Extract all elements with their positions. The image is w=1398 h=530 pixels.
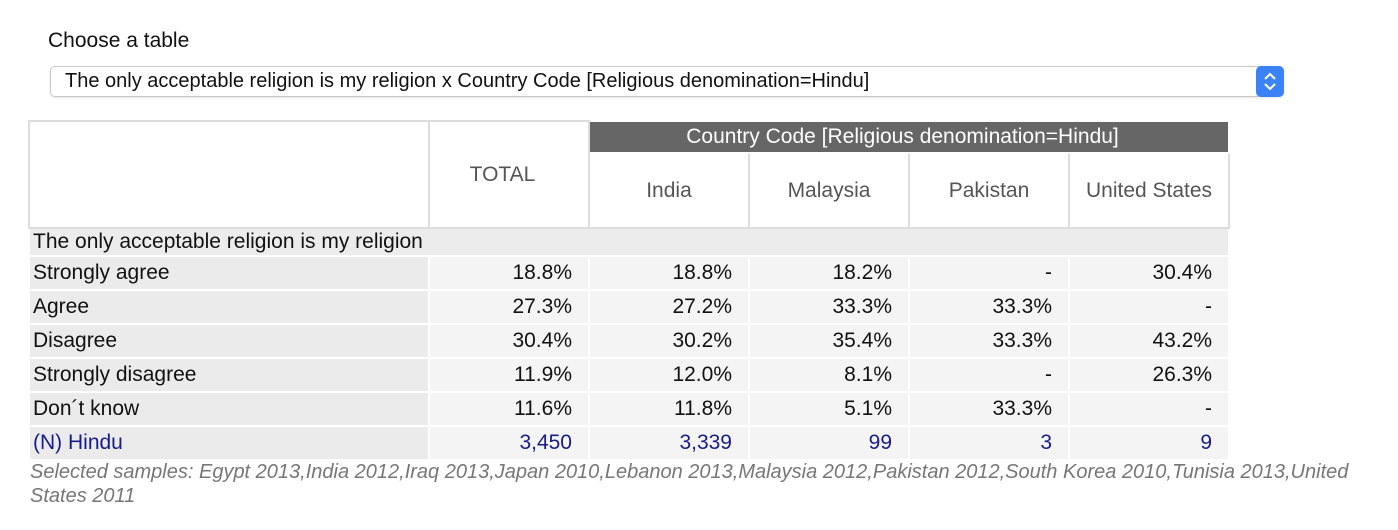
data-row: Disagree 30.4% 30.2% 35.4% 33.3% 43.2% bbox=[28, 323, 1231, 359]
cell: 11.9% bbox=[428, 357, 590, 393]
column-header: Pakistan bbox=[908, 152, 1070, 229]
cell: 11.6% bbox=[428, 391, 590, 427]
cell: 43.2% bbox=[1067, 323, 1231, 359]
n-label: (N) Hindu bbox=[28, 425, 430, 461]
selector-label: Choose a table bbox=[48, 29, 190, 52]
cell: 12.0% bbox=[588, 357, 750, 393]
cell: - bbox=[908, 357, 1070, 393]
cell: 35.4% bbox=[748, 323, 910, 359]
cell: 27.2% bbox=[588, 289, 750, 325]
cell: 8.1% bbox=[748, 357, 910, 393]
cell: 26.3% bbox=[1067, 357, 1231, 393]
data-row: Strongly agree 18.8% 18.8% 18.2% -30.4% bbox=[28, 255, 1231, 291]
total-header: TOTAL bbox=[428, 120, 590, 229]
row-label: Don´t know bbox=[28, 391, 430, 427]
n-cell: 9 bbox=[1067, 425, 1231, 461]
row-label: Strongly agree bbox=[28, 255, 430, 291]
column-header: United States bbox=[1067, 152, 1231, 229]
cell: 18.8% bbox=[428, 255, 590, 291]
row-label: Disagree bbox=[28, 323, 430, 359]
n-cell: 3,339 bbox=[588, 425, 750, 461]
cell: - bbox=[1067, 289, 1231, 325]
table-selector[interactable]: The only acceptable religion is my relig… bbox=[50, 66, 1284, 97]
cell: 33.3% bbox=[908, 391, 1070, 427]
data-row: Don´t know 11.6% 11.8% 5.1% 33.3% - bbox=[28, 391, 1231, 427]
n-cell: 99 bbox=[748, 425, 910, 461]
cell: 18.2% bbox=[748, 255, 910, 291]
header-row: TOTAL Country Code [Religious denominatio… bbox=[28, 120, 1231, 229]
corner-cell bbox=[28, 120, 430, 229]
cell: 33.3% bbox=[908, 289, 1070, 325]
header-row: India Malaysia Pakistan United States bbox=[29, 152, 1231, 229]
n-row: (N) Hindu 3,450 3,339 99 3 9 bbox=[28, 425, 1231, 461]
group-header: Country Code [Religious denomination=Hin… bbox=[587, 120, 1231, 154]
cell: 5.1% bbox=[748, 391, 910, 427]
cell: - bbox=[908, 255, 1070, 291]
cell: - bbox=[1067, 391, 1231, 427]
column-header: Malaysia bbox=[748, 152, 910, 229]
data-row: Strongly disagree 11.9% 12.0% 8.1% -26.3% bbox=[28, 357, 1231, 393]
cell: 30.4% bbox=[1067, 255, 1231, 291]
footnote: Selected samples: Egypt 2013,India 2012,… bbox=[30, 461, 1349, 507]
n-cell: 3 bbox=[908, 425, 1070, 461]
cell: 30.2% bbox=[588, 323, 750, 359]
section-row: The only acceptable religion is my relig… bbox=[27, 227, 1231, 257]
dropdown-arrow[interactable] bbox=[1256, 66, 1284, 97]
selected-option: The only acceptable religion is my relig… bbox=[65, 70, 870, 92]
data-row: Agree 27.3% 27.2% 33.3% 33.3% - bbox=[28, 289, 1231, 325]
row-label: Strongly disagree bbox=[28, 357, 430, 393]
cell: 27.3% bbox=[428, 289, 590, 325]
row-label: Agree bbox=[28, 289, 430, 325]
cell: 11.8% bbox=[588, 391, 750, 427]
cell: 30.4% bbox=[428, 323, 590, 359]
cell: 33.3% bbox=[748, 289, 910, 325]
cell: 33.3% bbox=[908, 323, 1070, 359]
n-cell: 3,450 bbox=[428, 425, 590, 461]
cell: 18.8% bbox=[588, 255, 750, 291]
column-header: India bbox=[588, 152, 750, 229]
section-label: The only acceptable religion is my relig… bbox=[27, 227, 1231, 257]
crosstab: TOTAL Country Code [Religious denominatio… bbox=[27, 120, 1231, 461]
